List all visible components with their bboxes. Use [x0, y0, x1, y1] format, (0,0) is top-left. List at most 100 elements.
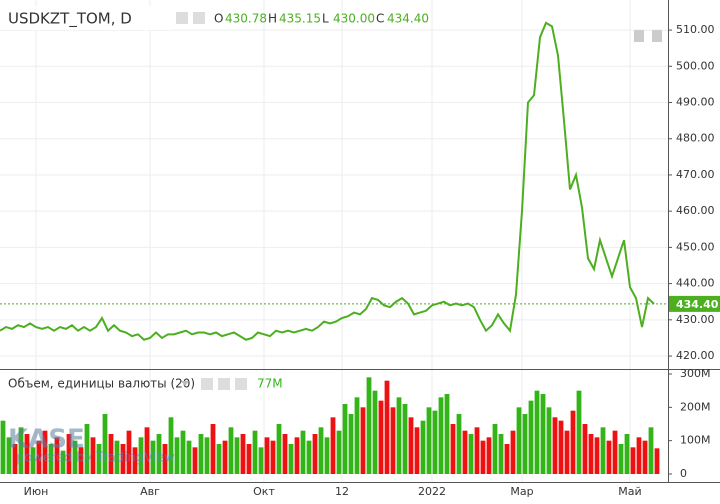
- volume-bar: [84, 424, 90, 474]
- volume-bar: [324, 437, 330, 474]
- volume-bar: [42, 430, 48, 474]
- volume-bar: [138, 437, 144, 474]
- volume-bar: [282, 434, 288, 474]
- x-tick-label: 2022: [418, 485, 446, 498]
- volume-bar: [0, 420, 6, 474]
- volume-bar: [120, 444, 126, 474]
- volume-bar: [546, 407, 552, 474]
- volume-bar: [114, 440, 120, 474]
- volume-bar: [6, 437, 12, 474]
- volume-bar: [198, 434, 204, 474]
- icon-eye[interactable]: [201, 378, 213, 390]
- volume-bar: [588, 434, 594, 474]
- volume-bar: [636, 437, 642, 474]
- volume-bar: [108, 434, 114, 474]
- volume-bar: [384, 380, 390, 474]
- volume-bar: [594, 437, 600, 474]
- ohlc-key: L: [322, 12, 329, 26]
- icon-close[interactable]: [235, 378, 247, 390]
- volume-bar: [606, 440, 612, 474]
- volume-bar: [456, 414, 462, 474]
- volume-bar: [462, 430, 468, 474]
- x-tick-label: Май: [618, 485, 641, 498]
- volume-bar: [372, 390, 378, 474]
- y-tick-label: 0: [680, 467, 687, 480]
- volume-bar: [174, 437, 180, 474]
- volume-bar: [492, 424, 498, 474]
- volume-bar: [600, 427, 606, 474]
- icon-settings[interactable]: [218, 378, 230, 390]
- volume-bar: [420, 420, 426, 474]
- last-price-label: 434.40: [676, 298, 719, 311]
- watermark-logo: KASE: [8, 425, 85, 455]
- volume-bar: [450, 424, 456, 474]
- volume-bar: [552, 417, 558, 474]
- volume-bar: [156, 434, 162, 474]
- volume-bar: [132, 447, 138, 474]
- volume-bar: [354, 397, 360, 474]
- volume-bar: [504, 444, 510, 474]
- volume-bar: [366, 377, 372, 474]
- icon-down[interactable]: [634, 30, 644, 42]
- volume-bar: [78, 447, 84, 474]
- y-tick-label: 440.00: [676, 277, 715, 290]
- volume-bar: [570, 410, 576, 474]
- volume-bar: [228, 427, 234, 474]
- volume-bar: [204, 437, 210, 474]
- grid: [0, 0, 668, 482]
- volume-bar: [294, 437, 300, 474]
- volume-bar: [222, 440, 228, 474]
- volume-bar: [252, 430, 258, 474]
- volume-bar: [54, 437, 60, 474]
- volume-bar: [90, 437, 96, 474]
- x-tick-label: Июн: [24, 485, 49, 498]
- volume-bar: [540, 394, 546, 474]
- volume-bar: [510, 430, 516, 474]
- volume-bar: [66, 434, 72, 474]
- volume-bar: [318, 427, 324, 474]
- volume-bar: [126, 430, 132, 474]
- volume-bar: [18, 427, 24, 474]
- volume-bar: [624, 434, 630, 474]
- volume-bar: [630, 447, 636, 474]
- volume-bar: [528, 400, 534, 474]
- y-tick-label: 200M: [680, 400, 711, 413]
- volume-bar: [162, 444, 168, 474]
- volume-bar: [558, 420, 564, 474]
- volume-bar: [360, 407, 366, 474]
- volume-bar: [300, 430, 306, 474]
- volume-bar: [246, 444, 252, 474]
- dropdown[interactable]: [181, 381, 189, 386]
- volume-bar: [336, 430, 342, 474]
- y-tick-label: 100M: [680, 434, 711, 447]
- volume-bar: [348, 414, 354, 474]
- volume-bar: [150, 440, 156, 474]
- watermark: KASE powered by TradingView: [8, 425, 175, 466]
- volume-bar: [306, 440, 312, 474]
- volume-bar: [312, 434, 318, 474]
- y-tick-label: 490.00: [676, 96, 715, 109]
- icon-settings[interactable]: [193, 12, 205, 24]
- volume-bar: [102, 414, 108, 474]
- volume-bar: [192, 447, 198, 474]
- volume-current: 77M: [257, 377, 283, 391]
- volume-bar: [270, 440, 276, 474]
- legend: USDKZT_TOM, D O 430.78 H 435.15 L 430.00 C 434.…: [0, 6, 662, 391]
- x-tick-label: Окт: [253, 485, 275, 498]
- volume-bar: [576, 390, 582, 474]
- y-tick-label: 430.00: [676, 313, 715, 326]
- volume-bar: [396, 397, 402, 474]
- volume-bar: [474, 427, 480, 474]
- legend-bg: [0, 6, 172, 30]
- volume-bar: [480, 440, 486, 474]
- volume-bar: [72, 440, 78, 474]
- icon-eye[interactable]: [176, 12, 188, 24]
- volume-bar: [30, 447, 36, 474]
- volume-bar: [426, 407, 432, 474]
- icon-max[interactable]: [652, 30, 662, 42]
- volume-bar: [390, 407, 396, 474]
- symbol-title: USDKZT_TOM, D: [8, 10, 132, 29]
- ohlc-value: 434.40: [387, 12, 429, 26]
